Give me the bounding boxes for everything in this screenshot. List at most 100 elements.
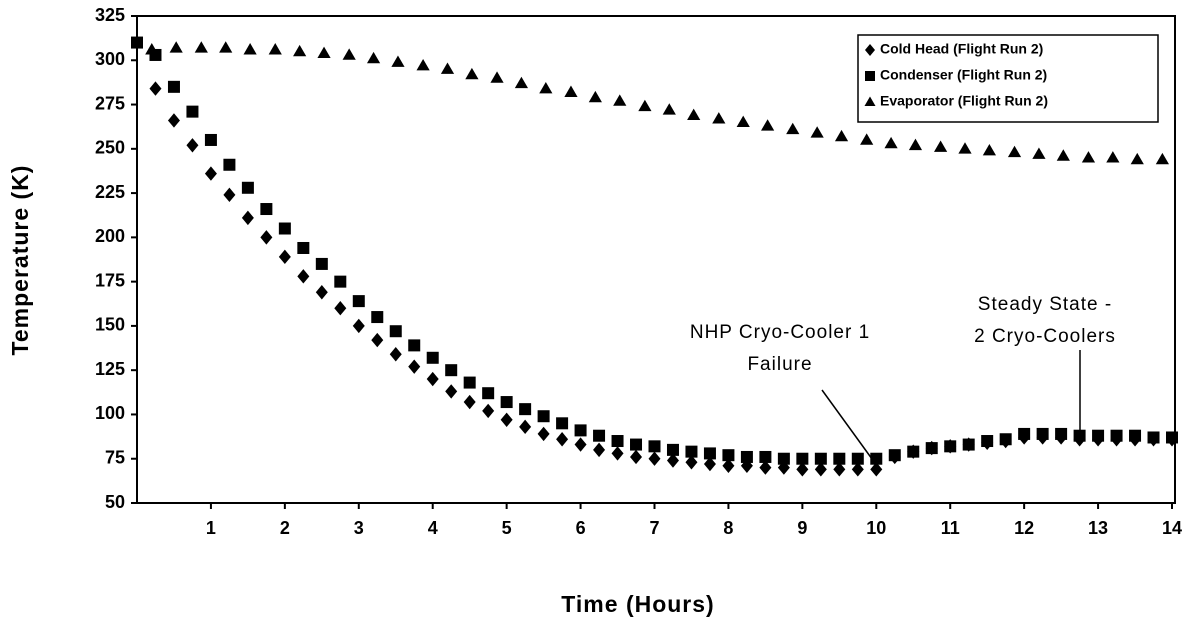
- y-tick-label: 100: [95, 403, 125, 423]
- marker: [293, 44, 307, 57]
- y-tick-label: 150: [95, 315, 125, 335]
- marker: [169, 41, 183, 53]
- marker: [1130, 152, 1144, 165]
- annotation: 2 Cryo-Coolers: [974, 326, 1116, 347]
- y-tick-label: 200: [95, 226, 125, 246]
- marker: [703, 456, 716, 472]
- x-tick-label: 3: [354, 518, 364, 538]
- y-axis-label: Temperature (K): [7, 165, 33, 356]
- marker: [666, 453, 679, 468]
- marker: [870, 452, 883, 465]
- marker: [962, 438, 975, 451]
- marker: [982, 143, 996, 156]
- marker: [761, 119, 775, 131]
- marker: [315, 285, 328, 300]
- marker: [416, 58, 430, 71]
- marker: [666, 443, 679, 456]
- marker: [888, 449, 901, 462]
- marker: [241, 210, 254, 226]
- marker: [1092, 429, 1105, 442]
- marker: [810, 126, 824, 138]
- marker: [243, 43, 257, 55]
- marker: [796, 462, 809, 477]
- marker: [934, 140, 948, 152]
- marker: [1073, 429, 1086, 442]
- marker: [925, 442, 938, 455]
- marker: [186, 105, 199, 118]
- marker: [389, 347, 402, 362]
- x-tick-label: 13: [1088, 518, 1108, 538]
- marker: [131, 36, 143, 49]
- marker: [219, 41, 233, 53]
- marker: [630, 438, 643, 451]
- marker: [268, 43, 282, 55]
- marker: [833, 452, 846, 465]
- marker: [297, 269, 310, 284]
- marker: [334, 301, 347, 316]
- marker: [465, 67, 479, 80]
- marker: [482, 403, 495, 419]
- marker: [662, 103, 676, 115]
- marker: [260, 203, 273, 216]
- marker: [500, 396, 513, 409]
- marker: [870, 462, 883, 477]
- marker: [1147, 431, 1160, 444]
- marker: [851, 452, 864, 465]
- marker: [204, 166, 217, 181]
- y-tick-label: 125: [95, 359, 125, 379]
- marker: [352, 295, 365, 308]
- marker: [648, 451, 661, 466]
- x-tick-label: 5: [502, 518, 512, 538]
- x-axis-label: Time (Hours): [561, 591, 714, 617]
- marker: [834, 129, 849, 142]
- marker: [260, 230, 273, 245]
- marker: [366, 51, 381, 64]
- marker: [519, 419, 532, 435]
- marker: [944, 440, 957, 453]
- x-tick-label: 9: [797, 518, 807, 538]
- y-tick-label: 75: [105, 447, 125, 467]
- marker: [342, 48, 356, 60]
- x-tick-label: 7: [649, 518, 659, 538]
- marker: [630, 449, 643, 465]
- marker: [556, 432, 569, 447]
- marker: [613, 94, 627, 106]
- annotation: NHP Cryo-Cooler 1: [690, 322, 870, 343]
- marker: [814, 462, 827, 477]
- marker: [648, 440, 661, 453]
- marker: [908, 138, 923, 151]
- marker: [519, 403, 532, 416]
- marker: [514, 76, 529, 89]
- marker: [958, 142, 972, 154]
- marker: [391, 55, 405, 67]
- marker: [408, 359, 421, 374]
- annotation: Steady State -: [978, 294, 1112, 315]
- marker: [759, 450, 772, 463]
- x-tick-label: 2: [280, 518, 290, 538]
- marker: [1055, 427, 1068, 440]
- marker: [759, 460, 772, 475]
- x-tick-label: 6: [576, 518, 586, 538]
- marker: [167, 80, 180, 93]
- y-tick-label: 175: [95, 270, 125, 290]
- marker: [463, 376, 476, 389]
- marker: [574, 437, 587, 452]
- marker: [408, 339, 421, 352]
- marker: [556, 417, 569, 430]
- marker: [907, 445, 920, 458]
- marker: [851, 462, 864, 477]
- marker: [1081, 151, 1096, 163]
- marker: [463, 394, 476, 410]
- marker: [860, 133, 874, 145]
- marker: [352, 318, 365, 334]
- y-tick-label: 275: [95, 93, 125, 113]
- marker: [611, 435, 624, 448]
- x-tick-label: 1: [206, 518, 216, 538]
- legend-label: Evaporator (Flight Run 2): [880, 93, 1048, 109]
- x-tick-label: 12: [1014, 518, 1034, 538]
- marker: [537, 410, 550, 423]
- y-tick-label: 50: [105, 492, 125, 512]
- marker: [539, 82, 553, 94]
- marker: [334, 275, 347, 288]
- marker: [500, 412, 513, 427]
